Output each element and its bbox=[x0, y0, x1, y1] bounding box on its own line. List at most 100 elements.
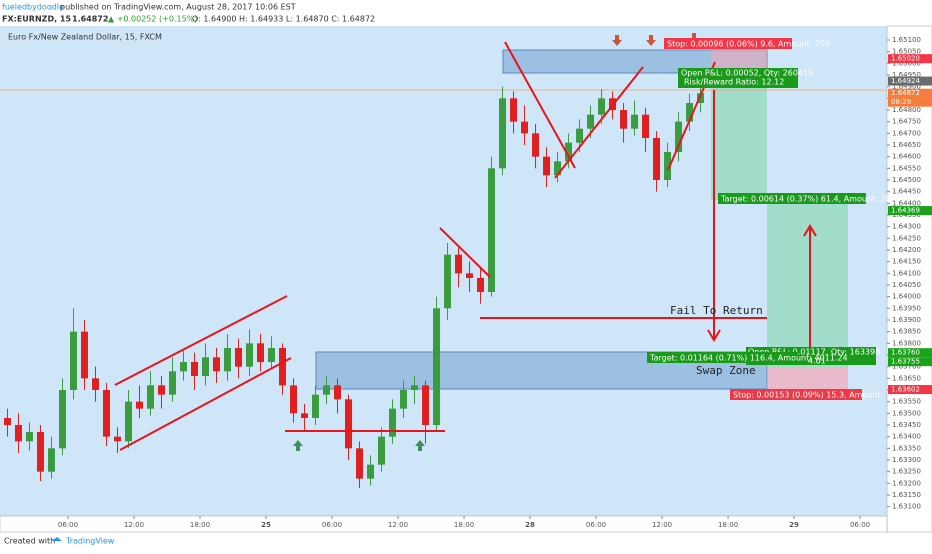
y-tick-label: 1.65000 bbox=[892, 59, 921, 67]
candle-body bbox=[113, 436, 121, 442]
y-tick-label: 1.63450 bbox=[892, 421, 921, 429]
price-axis bbox=[886, 25, 932, 533]
x-tick-label: 18:00 bbox=[190, 521, 210, 529]
candle-body bbox=[400, 390, 408, 409]
price-label-box bbox=[888, 206, 932, 216]
arrow-down-head bbox=[707, 329, 721, 342]
y-tick-label: 1.65100 bbox=[892, 36, 921, 44]
candle-body bbox=[477, 278, 485, 292]
arrow-up-head bbox=[803, 224, 817, 237]
y-tick-label: 1.63850 bbox=[892, 328, 921, 336]
candle-body bbox=[290, 385, 298, 414]
x-tick-label: 25 bbox=[261, 521, 271, 529]
sell-arrow bbox=[612, 35, 622, 46]
x-tick-label: 06:00 bbox=[58, 521, 78, 529]
candle-body bbox=[664, 152, 672, 180]
candle-body bbox=[389, 408, 397, 437]
candle-body bbox=[499, 98, 507, 169]
y-tick-label: 1.63400 bbox=[892, 433, 921, 441]
candle-body bbox=[157, 385, 165, 395]
candle-body bbox=[686, 103, 694, 122]
x-tick-label: 06:00 bbox=[586, 521, 606, 529]
candle-body bbox=[620, 110, 628, 129]
candle-body bbox=[411, 385, 419, 390]
candle-body bbox=[532, 133, 540, 157]
y-tick-label: 1.64100 bbox=[892, 269, 921, 277]
stop-label: Stop: 0.00096 (0.06%) 9.6, Amount: 750 bbox=[667, 40, 830, 49]
candle-body bbox=[378, 436, 386, 465]
candle-body bbox=[179, 362, 187, 372]
candle-body bbox=[91, 378, 99, 390]
x-tick-label: 12:00 bbox=[388, 521, 408, 529]
candle-body bbox=[245, 343, 253, 367]
candle-body bbox=[367, 464, 375, 479]
candle-body bbox=[69, 331, 77, 390]
y-tick-label: 1.64750 bbox=[892, 118, 921, 126]
candle-body bbox=[653, 138, 661, 180]
y-tick-label: 1.64800 bbox=[892, 106, 921, 114]
author-link[interactable]: fueledbydoodle bbox=[2, 3, 64, 12]
trend-lines bbox=[114, 41, 817, 451]
symbol: FX:EURNZD, 15 bbox=[2, 15, 71, 24]
candle-body bbox=[3, 418, 11, 425]
y-tick-label: 1.63700 bbox=[892, 363, 921, 371]
candle-body bbox=[565, 142, 573, 162]
fail-to-return: Fail To Return bbox=[670, 304, 763, 317]
candle-body bbox=[323, 385, 331, 395]
long-target-area bbox=[767, 200, 848, 368]
candle-body bbox=[598, 98, 606, 115]
label-box bbox=[678, 68, 798, 88]
x-tick-label: 18:00 bbox=[718, 521, 738, 529]
countdown-box bbox=[888, 97, 932, 107]
candle-body bbox=[257, 343, 265, 362]
y-tick-label: 1.64250 bbox=[892, 234, 921, 242]
candle-body bbox=[433, 308, 441, 425]
channel-bottom bbox=[119, 357, 292, 451]
buy-arrow bbox=[415, 440, 425, 451]
swap-zone-label: Swap Zone bbox=[696, 364, 756, 377]
price-label-box bbox=[888, 88, 932, 98]
y-tick-label: 1.64050 bbox=[892, 281, 921, 289]
channel-top bbox=[114, 295, 288, 386]
candle-body bbox=[697, 93, 705, 103]
y-tick-label: 1.64950 bbox=[892, 71, 921, 79]
candle-body bbox=[58, 390, 66, 449]
y-tick-label: 1.64450 bbox=[892, 188, 921, 196]
price-label-box bbox=[888, 348, 932, 358]
countdown: 08:28 bbox=[891, 98, 911, 106]
y-tick-label: 1.63300 bbox=[892, 456, 921, 464]
price-label: 1.64872 bbox=[891, 89, 920, 97]
y-tick-label: 1.63550 bbox=[892, 398, 921, 406]
price-label-box bbox=[888, 385, 932, 395]
candles bbox=[3, 86, 705, 488]
x-tick-label: 29 bbox=[789, 521, 799, 529]
candle-body bbox=[554, 161, 562, 176]
y-tick-label: 1.63650 bbox=[892, 374, 921, 382]
candle-body bbox=[642, 114, 650, 138]
y-tick-label: 1.63100 bbox=[892, 503, 921, 511]
sell-arrow bbox=[646, 35, 656, 46]
y-tick-label: 1.63150 bbox=[892, 491, 921, 499]
y-tick-label: 1.64600 bbox=[892, 153, 921, 161]
price-label: 1.63602 bbox=[891, 386, 920, 394]
pnl-label: Open P&L: 0.01117, Qty: 163398 bbox=[748, 348, 880, 357]
candle-body bbox=[587, 114, 595, 129]
x-tick-label: 12:00 bbox=[652, 521, 672, 529]
price-label-box bbox=[888, 357, 932, 367]
x-tick-label: 06:00 bbox=[850, 521, 870, 529]
price-label: 1.64369 bbox=[891, 207, 920, 215]
price-label: 1.63755 bbox=[891, 358, 920, 366]
target-label: Target: 0.01164 (0.71%) 116.4, Amount: 4… bbox=[649, 354, 848, 363]
candle-body bbox=[168, 371, 176, 395]
x-tick-label: 06:00 bbox=[322, 521, 342, 529]
candle-body bbox=[631, 114, 639, 129]
footer-brand[interactable]: TradingView bbox=[65, 537, 115, 546]
flag-line bbox=[439, 227, 491, 278]
published-text: published on TradingView.com, August 28,… bbox=[60, 3, 296, 12]
x-tick-label: 28 bbox=[525, 521, 535, 529]
candle-body bbox=[422, 385, 430, 425]
y-tick-label: 1.63500 bbox=[892, 409, 921, 417]
candle-body bbox=[47, 448, 55, 472]
y-tick-label: 1.63900 bbox=[892, 316, 921, 324]
